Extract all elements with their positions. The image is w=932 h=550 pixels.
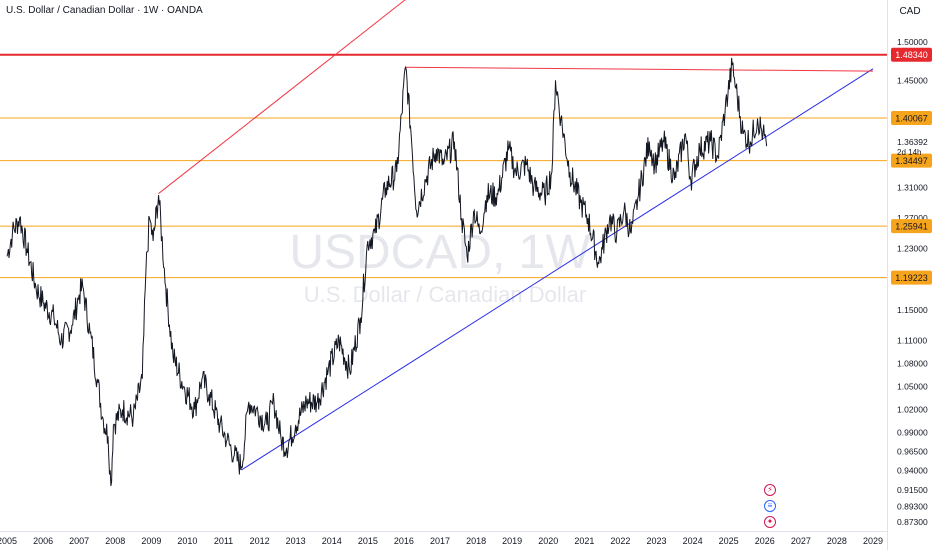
level-label: 1.34497 bbox=[895, 156, 928, 166]
canada-flag-icon[interactable]: ✦ bbox=[764, 516, 776, 528]
x-tick-label: 2008 bbox=[105, 536, 125, 546]
y-tick-label: 0.99000 bbox=[897, 427, 928, 437]
y-tick-label: 1.02000 bbox=[897, 404, 928, 414]
x-tick-label: 2012 bbox=[250, 536, 270, 546]
watermark-description: U.S. Dollar / Canadian Dollar bbox=[304, 282, 586, 307]
y-tick-label: 0.96500 bbox=[897, 447, 928, 457]
us-flag-icon[interactable]: ≡ bbox=[764, 500, 776, 512]
x-tick-label: 2016 bbox=[394, 536, 414, 546]
x-tick-label: 2011 bbox=[214, 536, 233, 546]
x-tick-label: 2022 bbox=[610, 536, 630, 546]
y-tick-label: 1.31000 bbox=[897, 182, 928, 192]
y-tick-label: 0.94000 bbox=[897, 466, 928, 476]
x-tick-label: 2014 bbox=[322, 536, 342, 546]
x-tick-label: 2019 bbox=[502, 536, 522, 546]
level-label: 1.25941 bbox=[895, 222, 928, 232]
price-axis[interactable]: 1.50000 1.45000 1.31000 1.27000 1.23000 1.150… bbox=[897, 37, 928, 527]
chart-title: U.S. Dollar / Canadian Dollar · 1W · OAN… bbox=[6, 5, 203, 16]
x-tick-label: 2017 bbox=[430, 536, 450, 546]
level-label: 1.40067 bbox=[895, 114, 928, 124]
time-axis[interactable]: 2005 2006 2007 2008 2009 2010 2011 2012 2013 2014… bbox=[0, 536, 883, 546]
y-tick-label: 0.87300 bbox=[897, 517, 928, 527]
level-label-bg bbox=[891, 219, 932, 234]
lightning-icon[interactable]: ⚡ bbox=[764, 484, 776, 496]
bar-countdown: 2d 14h bbox=[897, 148, 921, 157]
currency-selector[interactable]: CAD bbox=[899, 6, 921, 17]
y-tick-label: 1.15000 bbox=[897, 305, 928, 315]
x-tick-label: 2009 bbox=[141, 536, 161, 546]
level-labels: 1.48340 1.40067 1.34497 1.25941 1.19223 bbox=[891, 47, 932, 285]
level-label: 1.19223 bbox=[895, 273, 928, 283]
price-series-group bbox=[6, 57, 768, 487]
level-label-bg bbox=[891, 270, 932, 285]
price-series-line bbox=[6, 57, 768, 487]
x-tick-label: 2010 bbox=[177, 536, 197, 546]
x-tick-label: 2025 bbox=[719, 536, 739, 546]
x-tick-label: 2026 bbox=[755, 536, 775, 546]
x-tick-label: 2015 bbox=[358, 536, 378, 546]
x-tick-label: 2005 bbox=[0, 536, 17, 546]
current-price-value: 1.36392 bbox=[897, 137, 928, 147]
x-tick-label: 2029 bbox=[863, 536, 883, 546]
trendline-upper-channel bbox=[158, 0, 406, 194]
level-label: 1.48340 bbox=[895, 50, 928, 60]
x-tick-label: 2021 bbox=[574, 536, 594, 546]
x-tick-label: 2020 bbox=[538, 536, 558, 546]
y-tick-label: 1.11000 bbox=[897, 336, 927, 346]
y-tick-label: 1.05000 bbox=[897, 381, 928, 391]
watermark: USDCAD, 1W U.S. Dollar / Canadian Dollar bbox=[289, 226, 591, 307]
y-tick-label: 1.45000 bbox=[897, 75, 928, 85]
level-label-bg bbox=[891, 153, 932, 168]
trendline-support bbox=[241, 68, 874, 471]
watermark-symbol: USDCAD, 1W bbox=[289, 226, 591, 279]
x-tick-label: 2023 bbox=[646, 536, 666, 546]
trendlines bbox=[158, 0, 874, 471]
level-label-bg bbox=[891, 111, 932, 126]
x-tick-label: 2013 bbox=[286, 536, 306, 546]
y-tick-label: 0.91500 bbox=[897, 485, 928, 495]
x-tick-label: 2018 bbox=[466, 536, 486, 546]
x-tick-label: 2006 bbox=[33, 536, 53, 546]
horizontal-levels bbox=[0, 53, 887, 279]
y-tick-label: 1.08000 bbox=[897, 359, 928, 369]
y-tick-label: 1.27000 bbox=[897, 213, 928, 223]
y-tick-label: 1.23000 bbox=[897, 244, 928, 254]
x-tick-label: 2028 bbox=[827, 536, 847, 546]
trendline-top-resistance bbox=[405, 66, 874, 72]
level-label-bg bbox=[891, 47, 932, 62]
y-tick-label: 0.89300 bbox=[897, 502, 928, 512]
x-tick-label: 2007 bbox=[69, 536, 89, 546]
x-tick-label: 2024 bbox=[683, 536, 703, 546]
y-tick-label: 1.50000 bbox=[897, 37, 928, 47]
x-tick-label: 2027 bbox=[791, 536, 811, 546]
